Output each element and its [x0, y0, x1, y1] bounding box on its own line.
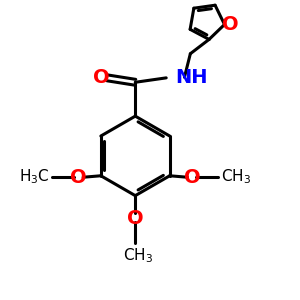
Text: CH$_3$: CH$_3$: [123, 246, 153, 265]
Text: CH$_3$: CH$_3$: [220, 167, 251, 186]
Text: O: O: [222, 15, 239, 34]
Text: O: O: [127, 209, 144, 228]
Text: O: O: [92, 68, 109, 87]
Text: NH: NH: [176, 68, 208, 87]
Text: H$_3$C: H$_3$C: [19, 167, 50, 186]
Text: O: O: [184, 168, 201, 187]
Text: O: O: [70, 168, 86, 187]
